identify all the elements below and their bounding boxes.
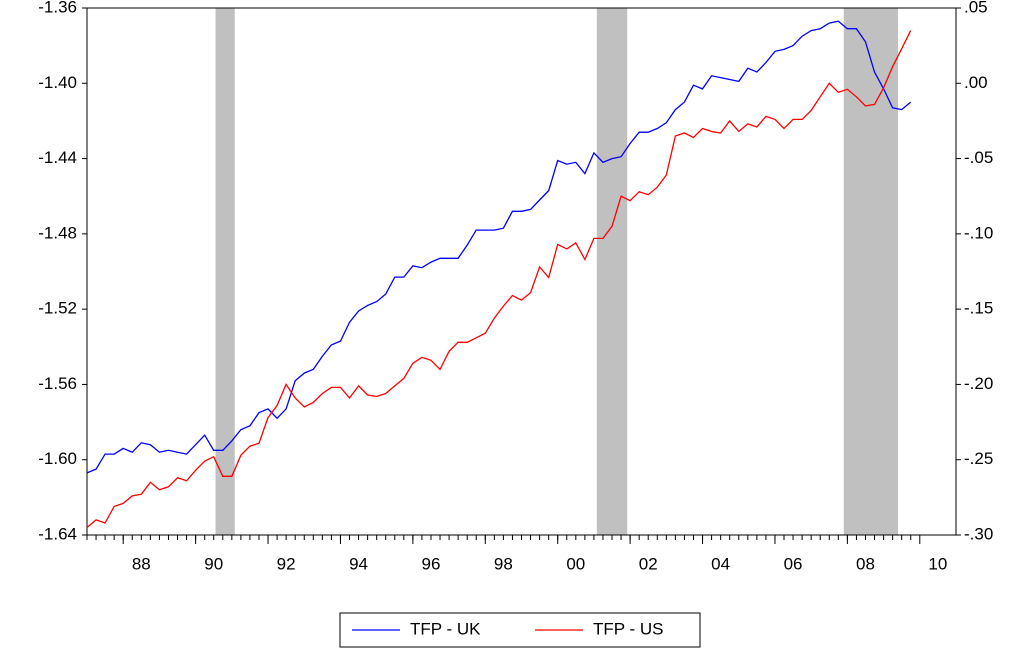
- y2-tick-label: -.10: [964, 223, 993, 242]
- legend-label: TFP - US: [593, 619, 664, 638]
- series-line: [86, 30, 912, 528]
- y2-tick-label: -.15: [964, 299, 993, 318]
- y-tick-label: -1.56: [38, 374, 77, 393]
- x-tick-label: 08: [856, 554, 875, 573]
- recession-shade: [215, 8, 235, 535]
- x-tick-label: 02: [639, 554, 658, 573]
- x-tick-label: 96: [422, 554, 441, 573]
- y-tick-label: -1.52: [38, 299, 77, 318]
- y-tick-label: -1.64: [38, 524, 77, 543]
- y2-tick-label: .05: [964, 0, 988, 16]
- x-tick-label: 00: [566, 554, 585, 573]
- x-tick-label: 04: [711, 554, 730, 573]
- y2-tick-label: -.20: [964, 374, 993, 393]
- x-tick-label: 98: [494, 554, 513, 573]
- x-tick-label: 90: [204, 554, 223, 573]
- y-tick-label: -1.36: [38, 0, 77, 16]
- x-tick-label: 94: [349, 554, 368, 573]
- x-tick-label: 10: [928, 554, 947, 573]
- x-tick-label: 88: [132, 554, 151, 573]
- y2-tick-label: -.25: [964, 449, 993, 468]
- recession-shade: [843, 8, 899, 535]
- y-tick-label: -1.60: [38, 449, 77, 468]
- x-tick-label: 06: [784, 554, 803, 573]
- series-line: [86, 20, 912, 474]
- legend-label: TFP - UK: [410, 619, 481, 638]
- x-tick-label: 92: [277, 554, 296, 573]
- y-tick-label: -1.40: [38, 73, 77, 92]
- y-tick-label: -1.48: [38, 223, 77, 242]
- y-tick-label: -1.44: [38, 148, 77, 167]
- y2-tick-label: .00: [964, 73, 988, 92]
- y2-tick-label: -.30: [964, 524, 993, 543]
- y2-tick-label: -.05: [964, 148, 993, 167]
- recession-shade: [596, 8, 628, 535]
